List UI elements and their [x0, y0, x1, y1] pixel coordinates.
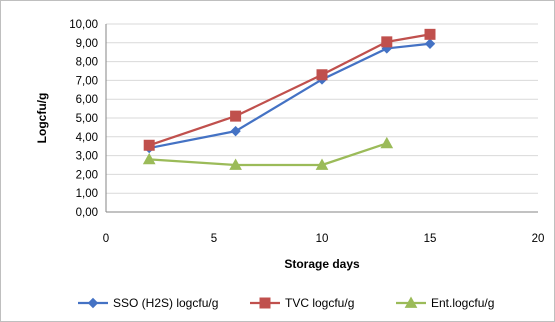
- y-tick-label: 2,00: [76, 169, 98, 181]
- x-tick-label: 20: [532, 233, 545, 245]
- data-point: [143, 139, 155, 151]
- x-axis-title: Storage days: [284, 257, 360, 271]
- data-point: [380, 136, 394, 149]
- gridlines: [106, 23, 538, 194]
- series-2: [143, 28, 436, 151]
- legend-entry: TVC logcfu/g: [250, 296, 354, 310]
- y-tick-label: 3,00: [76, 151, 98, 163]
- y-tick-label: 6,00: [76, 94, 98, 106]
- y-tick-label: 5,00: [76, 113, 98, 125]
- x-tick-label: 15: [424, 233, 437, 245]
- legend-label: SSO (H2S) logcfu/g: [113, 296, 218, 310]
- tick-labels: 0,00 1,00 2,00 3,00 4,00 5,00 6,00 7,00 8,00 9,00…: [69, 19, 544, 245]
- series-line: [149, 142, 388, 167]
- x-tick-label: 0: [103, 233, 109, 245]
- y-tick-label: 0,00: [76, 207, 98, 219]
- y-axis-title: Logcfu/g: [35, 93, 49, 144]
- data-point: [142, 152, 156, 165]
- legend-entry: SSO (H2S) logcfu/g: [78, 296, 218, 310]
- legend-marker: [259, 297, 271, 309]
- data-point: [381, 36, 393, 48]
- series-3: [142, 136, 394, 170]
- data-point: [230, 110, 242, 122]
- axes: [105, 24, 538, 213]
- y-tick-label: 10,00: [69, 19, 98, 31]
- legend-label: Ent.logcfu/g: [431, 296, 494, 310]
- data-point: [315, 158, 329, 170]
- data-point: [229, 158, 242, 170]
- y-tick-label: 4,00: [76, 132, 98, 144]
- data-point: [230, 125, 241, 137]
- series-group: [142, 28, 436, 170]
- legend-entry: Ent.logcfu/g: [396, 296, 494, 310]
- legend-label: TVC logcfu/g: [285, 296, 354, 310]
- legend: SSO (H2S) logcfu/g TVC logcfu/g Ent.logcfu…: [78, 296, 494, 310]
- y-tick-label: 8,00: [76, 57, 98, 69]
- x-tick-label: 5: [211, 233, 217, 245]
- y-tick-label: 7,00: [76, 75, 98, 87]
- x-tick-label: 10: [316, 233, 329, 245]
- legend-marker: [404, 296, 418, 308]
- data-point: [424, 28, 436, 40]
- legend-marker: [87, 297, 99, 309]
- data-point: [316, 69, 328, 81]
- y-tick-label: 1,00: [76, 188, 98, 200]
- y-tick-label: 9,00: [76, 38, 98, 50]
- data-point: [424, 38, 436, 49]
